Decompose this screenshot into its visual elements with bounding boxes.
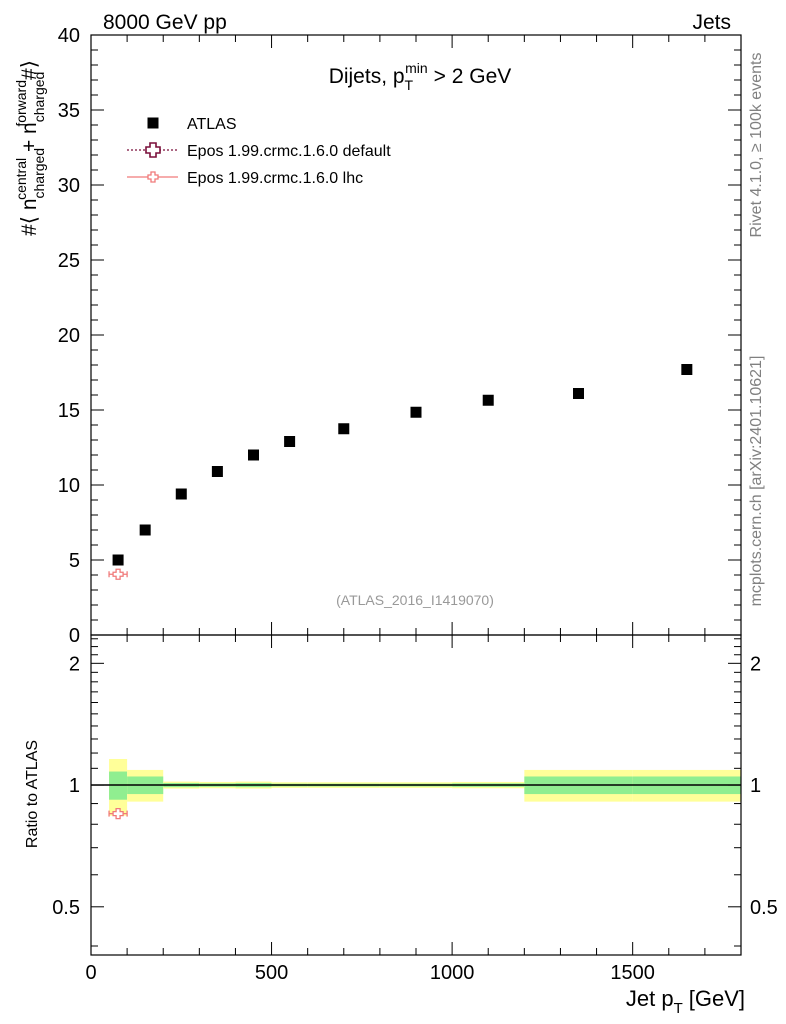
atlas-data-point bbox=[139, 524, 151, 536]
ratio-y-tick-label-right: 0.5 bbox=[750, 897, 778, 919]
y-tick-label: 0 bbox=[69, 625, 80, 647]
mc-lhc-data-point bbox=[112, 568, 124, 580]
x-tick-label: 1000 bbox=[430, 962, 475, 984]
atlas-data-point bbox=[211, 466, 223, 477]
chart-title: Dijets, pTmin > 2 GeV bbox=[329, 60, 512, 93]
y-tick-label: 35 bbox=[58, 100, 80, 122]
rivet-version-label: Rivet 4.1.0, ≥ 100k events bbox=[748, 53, 765, 238]
header-left: 8000 GeV pp bbox=[103, 11, 227, 34]
x-tick-label: 1500 bbox=[610, 962, 655, 984]
y-tick-label: 10 bbox=[58, 475, 80, 497]
svg-text:#⟨ nchargedcentral + nchargedf: #⟨ nchargedcentral + nchargedforward#⟩ bbox=[13, 60, 47, 236]
legend-label: ATLAS bbox=[187, 116, 237, 133]
atlas-data-point bbox=[175, 488, 187, 500]
ratio-y-axis-label: Ratio to ATLAS bbox=[24, 740, 41, 848]
y-tick-label: 20 bbox=[58, 325, 80, 347]
atlas-data-point bbox=[284, 436, 296, 447]
x-tick-label: 500 bbox=[255, 962, 288, 984]
atlas-data-point bbox=[681, 364, 693, 375]
x-axis-label: Jet pT [GeV] bbox=[626, 986, 745, 1017]
ratio-y-tick-label: 1 bbox=[69, 775, 80, 797]
mc-lhc-ratio-point bbox=[112, 807, 124, 820]
legend-label: Epos 1.99.crmc.1.6.0 default bbox=[187, 143, 391, 160]
ratio-y-tick-label: 2 bbox=[69, 653, 80, 675]
ratio-y-tick-label-right: 1 bbox=[750, 775, 761, 797]
legend-marker-epos-lhc bbox=[147, 171, 159, 183]
y-tick-label: 40 bbox=[58, 25, 80, 47]
y-tick-label: 5 bbox=[69, 550, 80, 572]
legend-marker-epos-default bbox=[145, 142, 161, 158]
legend-label: Epos 1.99.crmc.1.6.0 lhc bbox=[187, 170, 363, 187]
atlas-data-point bbox=[338, 423, 350, 435]
atlas-data-point bbox=[482, 394, 494, 406]
mcplots-label: mcplots.cern.ch [arXiv:2401.10621] bbox=[748, 356, 765, 607]
legend-marker-atlas bbox=[147, 117, 159, 129]
atlas-data-point bbox=[410, 406, 422, 418]
atlas-data-point bbox=[248, 449, 259, 461]
ratio-panel: 0 500 1000 1500 0.5 0.5 1 1 2 2 bbox=[52, 634, 778, 984]
y-tick-label: 30 bbox=[58, 175, 80, 197]
atlas-data-point bbox=[573, 388, 584, 399]
header-right: Jets bbox=[692, 11, 731, 34]
ratio-y-tick-label: 0.5 bbox=[52, 897, 80, 919]
analysis-watermark: (ATLAS_2016_I1419070) bbox=[336, 592, 494, 608]
ratio-frame bbox=[90, 634, 742, 956]
y-axis-label: #⟨ nchargedcentral + nchargedforward#⟩ bbox=[13, 60, 47, 236]
main-panel: 0 5 10 15 20 25 30 35 40 bbox=[58, 25, 742, 955]
y-tick-label: 25 bbox=[58, 250, 80, 272]
legend: ATLAS Epos 1.99.crmc.1.6.0 default Epos 1.… bbox=[127, 116, 391, 187]
atlas-data-point bbox=[112, 554, 124, 566]
y-tick-label: 15 bbox=[58, 400, 80, 422]
ratio-y-tick-label-right: 2 bbox=[750, 653, 761, 675]
x-tick-label: 0 bbox=[85, 962, 96, 984]
